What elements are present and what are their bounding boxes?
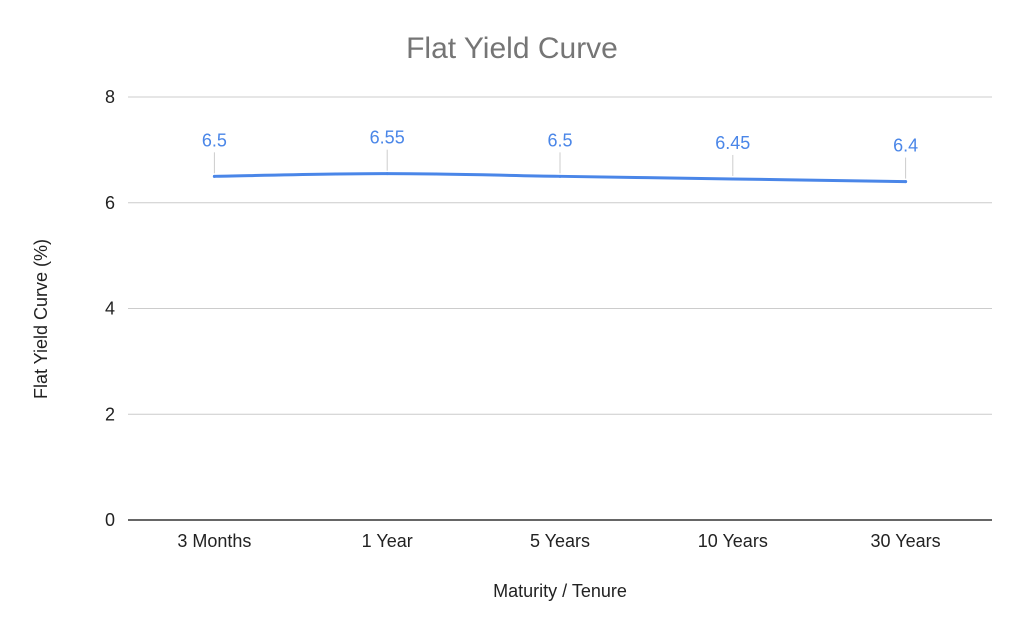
data-point [731,177,735,181]
data-labels: 6.5 6.55 6.5 6.45 6.4 [202,128,918,156]
x-axis-label: Maturity / Tenure [493,581,627,601]
data-point [904,180,908,184]
data-label: 6.45 [715,133,750,153]
x-tick-label: 10 Years [698,531,768,551]
y-axis-label: Flat Yield Curve (%) [31,239,51,399]
data-label: 6.5 [547,130,572,150]
x-tick-label: 5 Years [530,531,590,551]
x-tick-label: 30 Years [871,531,941,551]
data-point [212,174,216,178]
y-tick-label: 8 [105,87,115,107]
x-tick-label: 1 Year [362,531,413,551]
y-tick-label: 4 [105,299,115,319]
data-point [385,172,389,176]
data-label: 6.55 [370,128,405,148]
data-label: 6.5 [202,130,227,150]
chart-title: Flat Yield Curve [406,32,618,65]
y-tick-label: 0 [105,510,115,530]
y-axis-ticks: 0 2 4 6 8 [105,87,115,530]
y-tick-label: 6 [105,193,115,213]
x-tick-label: 3 Months [177,531,251,551]
data-label: 6.4 [893,136,918,156]
data-point [558,174,562,178]
data-label-leaders [213,149,907,179]
y-tick-label: 2 [105,404,115,424]
gridlines [128,96,992,415]
data-points [212,172,908,184]
x-axis-ticks: 3 Months 1 Year 5 Years 10 Years 30 Years [177,531,940,551]
